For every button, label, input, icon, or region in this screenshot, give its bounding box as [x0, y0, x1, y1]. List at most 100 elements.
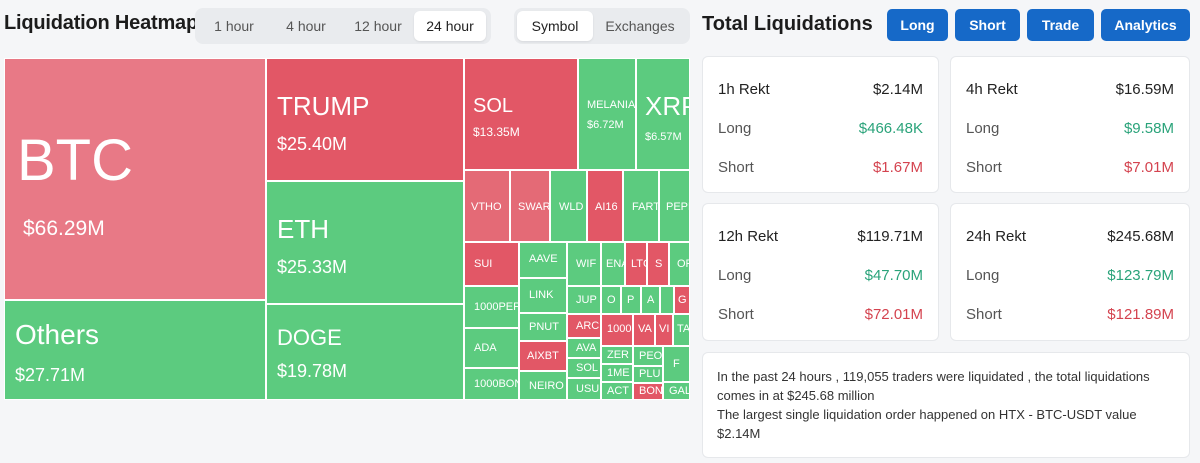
tab-24-hour[interactable]: 24 hour: [414, 11, 486, 41]
tile-melania[interactable]: MELANIA $6.72M: [578, 58, 636, 170]
tile-a[interactable]: A: [641, 286, 660, 314]
short-value: $72.01M: [864, 306, 923, 323]
tile-symbol: USU: [576, 383, 600, 395]
tile-symbol: SWAR: [518, 201, 550, 213]
tile-1me[interactable]: 1ME: [601, 364, 633, 382]
long-value: $47.70M: [864, 267, 923, 284]
tile-neiro[interactable]: NEIRO: [519, 371, 567, 400]
tile-1000bon[interactable]: 1000BON: [464, 368, 519, 400]
tile-symbol: PEPE: [666, 201, 689, 213]
short-button[interactable]: Short: [955, 9, 1020, 41]
tile-sui[interactable]: SUI: [464, 242, 519, 286]
tile-ena[interactable]: ENA: [601, 242, 625, 286]
tile-plu[interactable]: PLU: [633, 366, 663, 383]
tab-exchanges[interactable]: Exchanges: [605, 18, 675, 34]
tile-symbol: SUI: [474, 258, 493, 270]
tile-aixbt[interactable]: AIXBT: [519, 341, 567, 371]
tile-ava[interactable]: AVA: [567, 338, 601, 358]
tile-fart[interactable]: FART: [623, 170, 659, 242]
tile-gal[interactable]: GAL: [663, 382, 690, 400]
tile-peo[interactable]: PEO: [633, 346, 663, 366]
tile-eth[interactable]: ETH $25.33M: [266, 181, 464, 304]
tile-symbol: ETH: [277, 214, 329, 244]
tile-op[interactable]: OP: [669, 242, 690, 286]
tile-symbol: G: [678, 294, 687, 306]
tile-value: $27.71M: [15, 365, 86, 385]
tile-xrp[interactable]: XRP $6.57M: [636, 58, 690, 170]
total-liquidations-title: Total Liquidations: [702, 13, 873, 35]
liquidation-summary: In the past 24 hours , 119,055 traders w…: [702, 352, 1190, 458]
rekt-card-1h: 1h Rekt $2.14M Long $466.48K Short $1.67M: [702, 56, 939, 193]
tile-symbol: LINK: [529, 289, 554, 301]
view-selector: Symbol Exchanges: [514, 8, 690, 44]
liquidation-heatmap: BTC $66.29M Others $27.71M TRUMP $25.40M…: [4, 58, 690, 400]
tile-ta[interactable]: TA: [673, 314, 690, 346]
tile-value: $25.33M: [277, 257, 348, 277]
tile-symbol: A: [647, 294, 655, 306]
rekt-card-12h: 12h Rekt $119.71M Long $47.70M Short $72.01…: [702, 203, 939, 341]
tile-usu[interactable]: USU: [567, 378, 601, 400]
tile-swar[interactable]: SWAR: [510, 170, 550, 242]
tile-p[interactable]: P: [621, 286, 641, 314]
tile-btc[interactable]: BTC $66.29M: [4, 58, 266, 300]
tile-f[interactable]: F: [663, 346, 690, 382]
tile-symbol: OP: [677, 258, 689, 270]
tile-zer[interactable]: ZER: [601, 346, 633, 364]
tile-va[interactable]: VA: [633, 314, 655, 346]
tile-1000[interactable]: 1000: [601, 314, 633, 346]
tile-symbol: ADA: [474, 342, 497, 354]
tab-symbol[interactable]: Symbol: [517, 11, 593, 41]
short-label: Short: [718, 159, 754, 176]
trade-button[interactable]: Trade: [1027, 9, 1094, 41]
long-button[interactable]: Long: [887, 9, 948, 41]
tile-vtho[interactable]: VTHO: [464, 170, 510, 242]
tile-symbol: NEIRO: [529, 380, 564, 392]
tile-pepe[interactable]: PEPE: [659, 170, 690, 242]
long-value: $466.48K: [858, 120, 923, 137]
tile-symbol: BON: [639, 385, 663, 397]
short-label: Short: [966, 306, 1002, 323]
tile-vi[interactable]: VI: [655, 314, 673, 346]
tile-symbol: GAL: [669, 385, 690, 397]
short-label: Short: [718, 306, 754, 323]
tile-ltc[interactable]: LTC: [625, 242, 647, 286]
tile-ai16[interactable]: AI16: [587, 170, 623, 242]
tile-act[interactable]: ACT: [601, 382, 633, 400]
tab-4-hour[interactable]: 4 hour: [286, 18, 326, 34]
tile-sol[interactable]: SOL $13.35M: [464, 58, 578, 170]
tile-trump[interactable]: TRUMP $25.40M: [266, 58, 464, 181]
long-label: Long: [966, 267, 1000, 284]
tile-symbol: VA: [638, 323, 652, 335]
tile-aave[interactable]: AAVE: [519, 242, 567, 278]
tab-12-hour[interactable]: 12 hour: [354, 18, 402, 34]
tile-bon[interactable]: BON: [633, 383, 663, 400]
tile-symbol: 1000BON: [474, 378, 519, 390]
tab-1-hour[interactable]: 1 hour: [214, 18, 254, 34]
summary-total-text: In the past 24 hours , 119,055 traders w…: [717, 369, 1150, 403]
tile-sol-small[interactable]: SOL: [567, 358, 601, 378]
tile-symbol: XRP: [645, 91, 689, 121]
tile-link[interactable]: LINK: [519, 278, 567, 313]
tile-symbol: WLD: [559, 201, 584, 213]
tile-arc[interactable]: ARC: [567, 314, 601, 338]
tile-jup[interactable]: JUP: [567, 286, 601, 314]
tile-symbol: BTC: [17, 128, 133, 193]
tile-symbol: ARC: [576, 320, 600, 332]
tile-doge[interactable]: DOGE $19.78M: [266, 304, 464, 400]
short-value: $7.01M: [1123, 159, 1174, 176]
tile-o2[interactable]: [660, 286, 674, 314]
tile-o[interactable]: O: [601, 286, 621, 314]
long-label: Long: [718, 267, 752, 284]
tile-1000pepe[interactable]: 1000PEPE: [464, 286, 519, 328]
tile-wif[interactable]: WIF: [567, 242, 601, 286]
tile-wld[interactable]: WLD: [550, 170, 587, 242]
tile-symbol: S: [655, 258, 663, 270]
tile-ada[interactable]: ADA: [464, 328, 519, 368]
tile-others[interactable]: Others $27.71M: [4, 300, 266, 400]
analytics-button[interactable]: Analytics: [1101, 9, 1190, 41]
tile-pnut[interactable]: PNUT: [519, 313, 567, 341]
tile-s[interactable]: S: [647, 242, 669, 286]
tile-symbol: FART: [632, 201, 659, 213]
tile-g[interactable]: G: [674, 286, 690, 314]
long-label: Long: [966, 120, 1000, 137]
